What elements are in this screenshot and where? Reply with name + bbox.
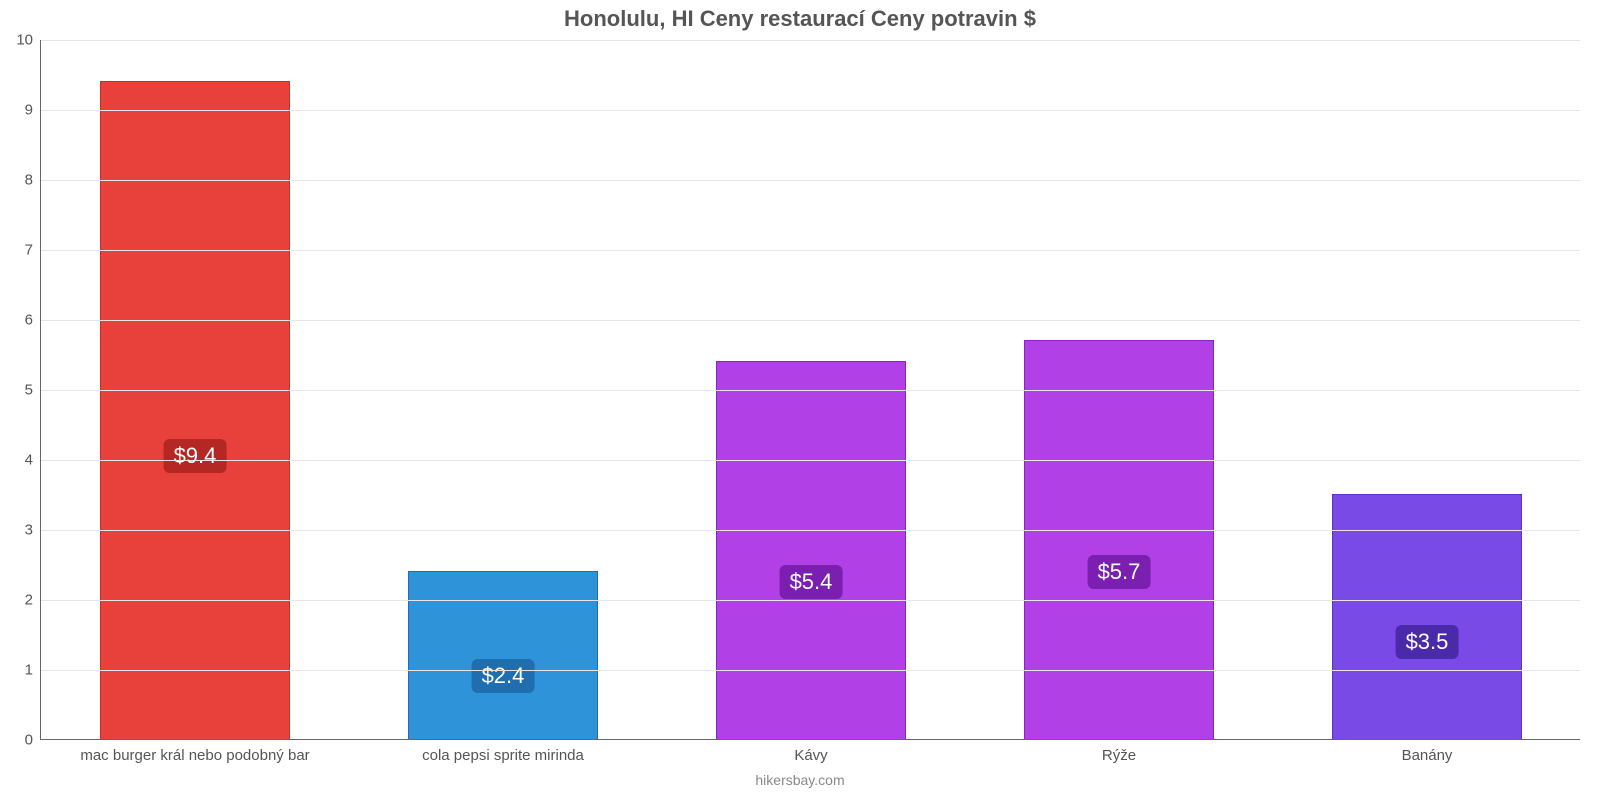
value-badge: $5.7 [1088, 555, 1151, 589]
y-tick-label: 4 [25, 452, 41, 469]
grid-line [41, 180, 1580, 181]
x-tick-label: Banány [1402, 739, 1453, 764]
bar-fill [1024, 340, 1215, 739]
grid-line [41, 110, 1580, 111]
y-tick-label: 5 [25, 382, 41, 399]
grid-line [41, 670, 1580, 671]
grid-line [41, 530, 1580, 531]
y-tick-label: 8 [25, 172, 41, 189]
plot-area: $9.4$2.4$5.4$5.7$3.5 012345678910mac bur… [40, 40, 1580, 740]
x-tick-label: Rýže [1102, 739, 1136, 764]
value-badge: $3.5 [1396, 625, 1459, 659]
value-badge: $2.4 [472, 659, 535, 693]
bar-fill [408, 571, 599, 739]
y-tick-label: 2 [25, 592, 41, 609]
y-tick-label: 6 [25, 312, 41, 329]
grid-line [41, 460, 1580, 461]
chart-title: Honolulu, HI Ceny restaurací Ceny potrav… [0, 6, 1600, 32]
grid-line [41, 40, 1580, 41]
bar-fill [716, 361, 907, 739]
bar: $5.7 [1024, 340, 1215, 739]
x-tick-label: cola pepsi sprite mirinda [422, 739, 584, 764]
x-tick-label: Kávy [794, 739, 827, 764]
y-tick-label: 3 [25, 522, 41, 539]
chart-caption: hikersbay.com [0, 772, 1600, 788]
y-tick-label: 1 [25, 662, 41, 679]
grid-line [41, 250, 1580, 251]
x-tick-label: mac burger král nebo podobný bar [80, 739, 309, 764]
grid-line [41, 600, 1580, 601]
y-tick-label: 0 [25, 732, 41, 749]
value-badge: $5.4 [780, 565, 843, 599]
bar-chart: Honolulu, HI Ceny restaurací Ceny potrav… [0, 0, 1600, 800]
bar: $5.4 [716, 361, 907, 739]
grid-line [41, 320, 1580, 321]
value-badge: $9.4 [164, 439, 227, 473]
y-tick-label: 7 [25, 242, 41, 259]
y-tick-label: 9 [25, 102, 41, 119]
y-tick-label: 10 [16, 32, 41, 49]
bar: $2.4 [408, 571, 599, 739]
grid-line [41, 390, 1580, 391]
